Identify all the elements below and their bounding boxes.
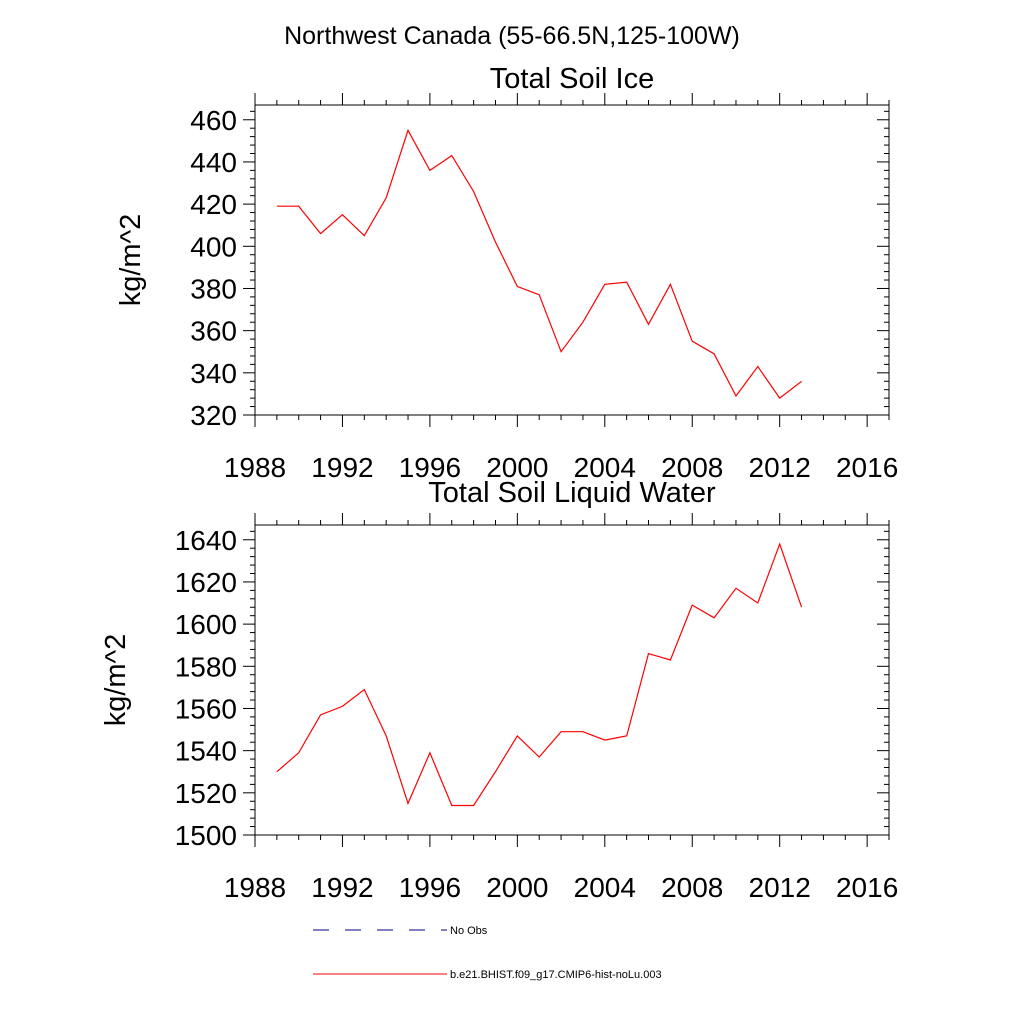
y-tick-label: 400 (190, 231, 237, 262)
x-tick-label: 1996 (399, 452, 461, 483)
x-tick-label: 2012 (749, 872, 811, 903)
x-tick-label: 2008 (661, 452, 723, 483)
y-tick-label: 1560 (175, 693, 237, 724)
y-tick-label: 1540 (175, 736, 237, 767)
x-tick-label: 1988 (224, 872, 286, 903)
figure-title: Northwest Canada (55-66.5N,125-100W) (284, 22, 740, 50)
y-tick-label: 360 (190, 316, 237, 347)
panel-title: Total Soil Ice (490, 63, 654, 95)
x-tick-label: 1992 (311, 872, 373, 903)
y-tick-label: 460 (190, 105, 237, 136)
y-axis-label: kg/m^2 (115, 214, 147, 307)
y-tick-label: 1620 (175, 567, 237, 598)
series-line (276, 542, 803, 807)
y-tick-label: 1520 (175, 778, 237, 809)
y-tick-label: 340 (190, 358, 237, 389)
x-tick-label: 1996 (399, 872, 461, 903)
y-tick-label: 440 (190, 147, 237, 178)
x-tick-label: 2004 (574, 452, 636, 483)
x-tick-label: 2012 (749, 452, 811, 483)
y-tick-label: 420 (190, 189, 237, 220)
y-tick-label: 1600 (175, 609, 237, 640)
x-tick-label: 2016 (836, 452, 898, 483)
y-tick-label: 320 (190, 400, 237, 431)
legend-label-no-obs: No Obs (450, 925, 488, 937)
y-tick-label: 1640 (175, 525, 237, 556)
x-tick-label: 2004 (574, 872, 636, 903)
x-tick-label: 2008 (661, 872, 723, 903)
series-line (276, 128, 802, 399)
panel-title: Total Soil Liquid Water (428, 477, 716, 509)
legend-label-model: b.e21.BHIST.f09_g17.CMIP6-hist-noLu.003 (450, 969, 662, 981)
y-tick-label: 380 (190, 273, 237, 304)
soil-ice-panel: 1988 1992 1996 2000 2004 2008 2012 2016 320 340 36… (115, 63, 898, 483)
plot-frame (254, 524, 890, 836)
plot-frame (254, 104, 890, 416)
legend: No Obs b.e21.BHIST.f09_g17.CMIP6-hist-no… (313, 925, 662, 981)
x-tick-label: 1992 (311, 452, 373, 483)
y-tick-label: 1580 (175, 651, 237, 682)
x-tick-label: 2000 (486, 872, 548, 903)
y-tick-label: 1500 (175, 820, 237, 851)
y-axis-label: kg/m^2 (100, 634, 132, 727)
soil-liquid-water-panel: 1988 1992 1996 2000 2004 2008 2012 2016 1500 1520… (100, 477, 898, 903)
x-tick-label: 2000 (486, 452, 548, 483)
x-tick-label: 2016 (836, 872, 898, 903)
x-tick-label: 1988 (224, 452, 286, 483)
